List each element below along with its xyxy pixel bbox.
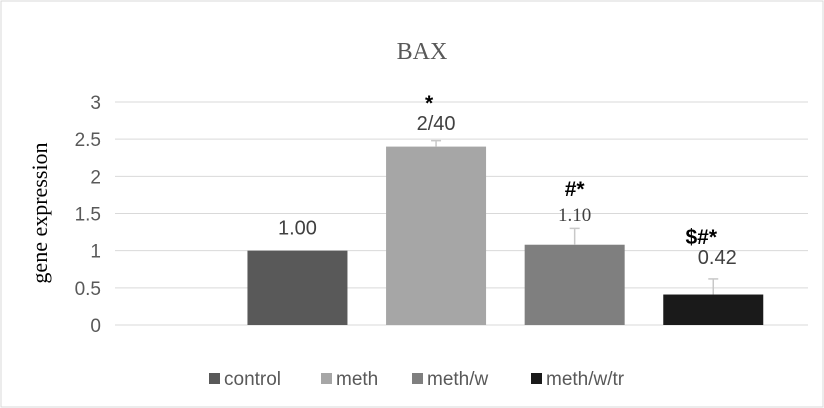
bar-control bbox=[247, 250, 348, 325]
data-label: 0.42 bbox=[698, 247, 737, 269]
data-label: 1.10 bbox=[558, 205, 591, 226]
data-label: 1.00 bbox=[278, 218, 317, 240]
y-tick-label: 3 bbox=[90, 93, 101, 114]
y-tick-label: 1 bbox=[90, 242, 101, 263]
significance-marks: * #* $#* bbox=[425, 92, 718, 249]
bar-meth-w bbox=[524, 244, 625, 325]
error-bars bbox=[431, 139, 719, 295]
legend: control meth meth/w meth/w/tr bbox=[209, 369, 625, 390]
legend-swatch bbox=[531, 373, 542, 384]
y-tick-label: 1.5 bbox=[75, 205, 101, 226]
legend-label: control bbox=[224, 369, 281, 390]
y-tick-label: 2.5 bbox=[75, 130, 101, 151]
significance-mark: * bbox=[425, 92, 434, 115]
y-axis-label: gene expression bbox=[27, 142, 52, 283]
y-tick-label: 2 bbox=[90, 167, 101, 188]
data-label: 2/40 bbox=[417, 113, 456, 135]
legend-label: meth/w/tr bbox=[546, 369, 625, 390]
significance-mark: #* bbox=[565, 178, 586, 201]
y-tick-label: 0.5 bbox=[75, 279, 101, 300]
chart-title: BAX bbox=[397, 39, 448, 65]
legend-swatch bbox=[321, 373, 332, 384]
y-tick-label: 0 bbox=[90, 316, 101, 337]
bar-meth-w-tr bbox=[663, 294, 764, 325]
significance-mark: $#* bbox=[685, 226, 717, 249]
legend-label: meth/w bbox=[427, 369, 489, 390]
bar-meth bbox=[386, 146, 487, 325]
data-labels: 1.00 2/40 1.10 0.42 bbox=[278, 113, 737, 269]
legend-label: meth bbox=[336, 369, 378, 390]
legend-swatch bbox=[412, 373, 423, 384]
y-axis-ticks: 0 0.5 1 1.5 2 2.5 3 bbox=[75, 93, 101, 337]
legend-swatch bbox=[209, 373, 220, 384]
bars bbox=[247, 146, 764, 325]
